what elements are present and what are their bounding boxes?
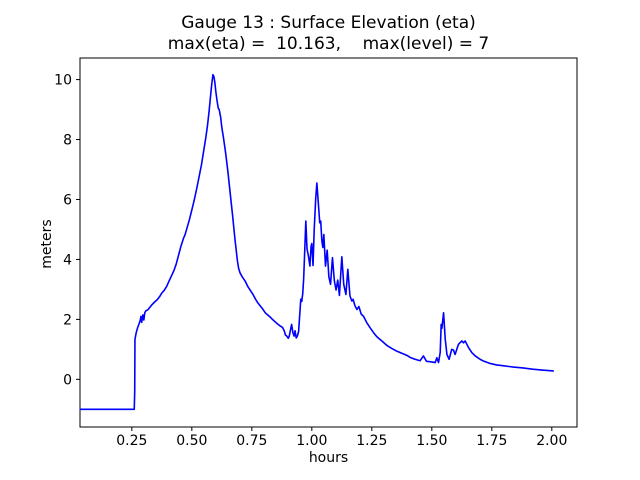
series-line-eta (79, 73, 555, 411)
y-tick-label: 10 (54, 73, 72, 89)
y-tick-label: 2 (63, 312, 72, 328)
x-tick-label: 2.00 (536, 433, 567, 449)
chart-title: Gauge 13 : Surface Elevation (eta) (181, 13, 476, 33)
x-axis-label: hours (308, 450, 349, 466)
axes-spines (79, 57, 578, 428)
x-tick-label: 0.50 (176, 433, 207, 449)
y-tick-label: 0 (63, 372, 72, 388)
x-tick-label: 1.25 (356, 433, 387, 449)
x-tick-label: 1.50 (416, 433, 447, 449)
y-axis-label: meters (39, 219, 55, 269)
chart-subtitle: max(eta) = 10.163, max(level) = 7 (167, 34, 490, 54)
x-tick-label: 0.25 (116, 433, 147, 449)
x-tick-label: 1.00 (296, 433, 327, 449)
y-tick-label: 8 (63, 133, 72, 149)
x-tick-label: 1.75 (476, 433, 507, 449)
y-tick-label: 6 (63, 192, 72, 208)
y-tick-label: 4 (63, 252, 72, 268)
x-tick-label: 0.75 (236, 433, 267, 449)
